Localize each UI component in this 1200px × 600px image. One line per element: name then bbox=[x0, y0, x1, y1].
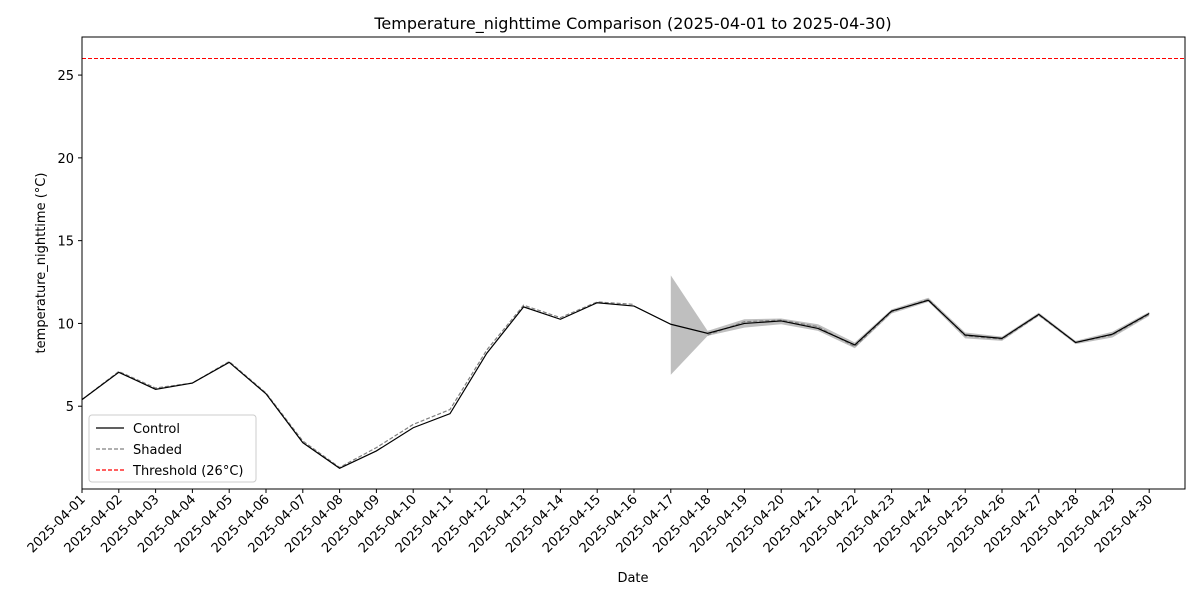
legend-label: Shaded bbox=[133, 443, 182, 458]
shaded-uncertainty-band bbox=[670, 275, 1150, 375]
legend-label: Control bbox=[133, 422, 180, 437]
x-axis: 2025-04-012025-04-022025-04-032025-04-04… bbox=[25, 489, 1156, 556]
chart-title: Temperature_nighttime Comparison (2025-0… bbox=[373, 14, 891, 34]
uncertainty-band-layer bbox=[670, 275, 1150, 375]
x-axis-label: Date bbox=[617, 571, 648, 586]
y-axis-label: temperature_nighttime (°C) bbox=[34, 173, 49, 354]
y-tick-label: 5 bbox=[66, 400, 74, 415]
y-axis: 5 10 15 20 25 bbox=[57, 69, 82, 415]
legend-box bbox=[88, 414, 257, 483]
series-lines-layer bbox=[81, 298, 1150, 469]
y-tick-label: 15 bbox=[57, 235, 74, 250]
y-tick-label: 25 bbox=[57, 69, 74, 84]
y-tick-label: 20 bbox=[57, 152, 74, 167]
legend-label: Threshold (26°C) bbox=[132, 464, 243, 479]
y-tick-label: 10 bbox=[57, 317, 74, 332]
series-line-control bbox=[81, 299, 1150, 469]
legend: Control Shaded Threshold (26°C) bbox=[88, 414, 257, 483]
